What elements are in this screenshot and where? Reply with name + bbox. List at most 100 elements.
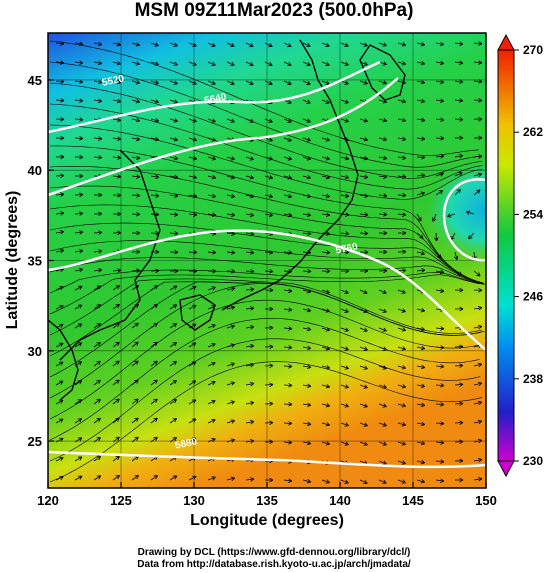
wind-arrow-head-icon: [134, 360, 139, 365]
streamline: [49, 269, 485, 294]
wind-arrow: [55, 476, 64, 481]
wind-arrow-head-icon: [136, 211, 141, 217]
wind-arrow-head-icon: [193, 250, 198, 255]
wind-arrow: [321, 156, 330, 160]
wind-arrow-head-icon: [401, 346, 406, 351]
wind-arrow: [93, 418, 101, 424]
wind-arrow: [378, 99, 387, 103]
wind-arrow: [245, 194, 254, 198]
wind-arrow: [378, 213, 388, 216]
wind-arrow-head-icon: [59, 361, 64, 366]
wind-arrow-head-icon: [420, 191, 425, 196]
wind-arrow-head-icon: [136, 230, 141, 236]
wind-arrow: [416, 174, 425, 177]
wind-arrow: [302, 289, 311, 293]
wind-arrow-head-icon: [211, 118, 216, 123]
wind-arrow: [435, 42, 444, 46]
wind-arrow: [245, 270, 255, 272]
wind-arrow-head-icon: [344, 174, 350, 180]
wind-arrow-head-icon: [478, 287, 483, 293]
wind-arrow: [435, 80, 444, 83]
wind-arrow-head-icon: [459, 382, 464, 387]
wind-arrow: [150, 417, 158, 424]
wind-arrow-head-icon: [172, 304, 178, 309]
wind-arrow: [131, 285, 139, 291]
wind-arrow-head-icon: [97, 98, 103, 104]
wind-arrow: [74, 99, 83, 102]
wind-arrow: [359, 232, 369, 234]
wind-arrow-head-icon: [421, 268, 426, 273]
wind-arrow-head-icon: [420, 117, 426, 123]
wind-arrow-head-icon: [98, 155, 103, 160]
wind-arrow: [226, 175, 235, 179]
wind-arrow: [226, 287, 235, 291]
wind-arrow-head-icon: [287, 80, 292, 85]
wind-arrow-head-icon: [60, 79, 65, 84]
wind-arrow: [188, 304, 197, 310]
wind-arrow: [302, 61, 311, 66]
wind-arrow-head-icon: [459, 439, 464, 445]
wind-arrow-head-icon: [60, 154, 65, 160]
wind-arrow-head-icon: [135, 61, 140, 66]
wind-arrow-head-icon: [172, 361, 177, 366]
wind-arrow: [378, 137, 387, 141]
wind-arrow: [321, 327, 330, 331]
wind-arrow-head-icon: [154, 99, 159, 104]
wind-arrow-head-icon: [173, 99, 178, 104]
wind-arrow: [112, 436, 120, 443]
wind-arrow: [473, 420, 482, 424]
wind-arrow: [378, 460, 387, 465]
wind-arrow-head-icon: [172, 285, 178, 290]
wind-arrow-head-icon: [382, 308, 387, 313]
streamlines: [49, 40, 486, 484]
wind-arrow: [340, 232, 350, 235]
wind-arrow: [226, 270, 236, 272]
streamline: [49, 318, 480, 441]
credit-data: Data from http://database.rish.kyoto-u.a…: [137, 559, 411, 570]
wind-arrow-head-icon: [79, 173, 84, 179]
wind-arrow-head-icon: [192, 137, 197, 142]
wind-arrow-head-icon: [459, 135, 464, 141]
wind-arrow: [416, 460, 425, 464]
wind-arrow-head-icon: [440, 421, 445, 426]
wind-arrow-head-icon: [250, 287, 255, 292]
wind-arrow-head-icon: [96, 417, 101, 423]
wind-arrow: [264, 175, 273, 179]
wind-arrow-head-icon: [401, 117, 407, 123]
wind-arrow: [207, 476, 216, 481]
wind-arrow-head-icon: [363, 174, 369, 180]
wind-arrow-head-icon: [288, 345, 293, 350]
wind-arrow-head-icon: [115, 285, 121, 290]
wind-arrow-head-icon: [420, 41, 426, 47]
wind-arrow: [226, 401, 235, 405]
wind-arrow-head-icon: [97, 41, 103, 47]
wind-arrow-head-icon: [401, 403, 406, 408]
wind-arrow: [55, 361, 64, 367]
wind-arrow: [169, 399, 177, 405]
wind-arrow-head-icon: [439, 98, 445, 104]
map-title: MSM 09Z11Mar2023 (500.0hPa): [134, 0, 414, 21]
wind-arrow-head-icon: [401, 460, 406, 465]
wind-arrow-head-icon: [230, 419, 235, 424]
wind-arrow-head-icon: [134, 341, 139, 346]
wind-arrow-head-icon: [306, 478, 312, 484]
wind-arrow: [359, 327, 368, 332]
wind-arrow: [283, 270, 293, 272]
wind-arrow: [340, 422, 349, 426]
wind-arrow-head-icon: [249, 80, 254, 85]
wind-arrow: [283, 327, 293, 330]
wind-arrow-head-icon: [174, 212, 179, 217]
wind-arrow: [226, 118, 235, 123]
wind-arrow: [188, 61, 197, 66]
wind-arrow: [416, 61, 425, 65]
wind-arrow-head-icon: [401, 289, 406, 294]
wind-arrow: [340, 289, 349, 294]
wind-arrow-head-icon: [440, 440, 445, 445]
wind-arrow: [302, 118, 311, 123]
wind-arrow-head-icon: [134, 475, 139, 480]
wind-arrow-head-icon: [401, 327, 406, 332]
wind-arrow: [74, 285, 83, 291]
wind-arrow: [74, 418, 82, 424]
wind-arrow: [321, 289, 330, 294]
